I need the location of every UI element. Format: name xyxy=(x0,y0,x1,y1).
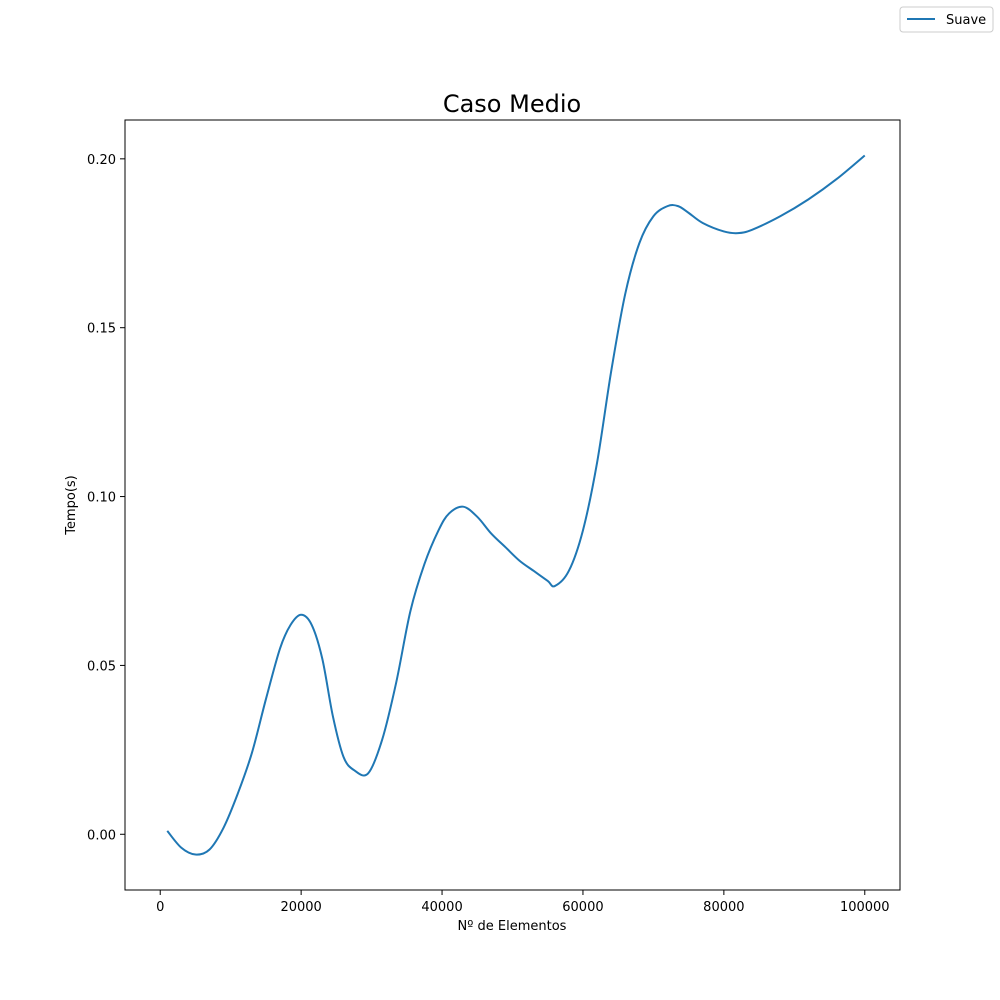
y-tick-label: 0.05 xyxy=(87,659,116,674)
y-tick-label: 0.10 xyxy=(87,491,116,506)
series-line-suave xyxy=(166,154,866,856)
x-tick-label: 60000 xyxy=(562,900,603,915)
legend-label: Suave xyxy=(946,13,986,28)
y-tick-label: 0.20 xyxy=(87,153,116,168)
x-tick-label: 80000 xyxy=(703,900,744,915)
x-axis-label: Nº de Elementos xyxy=(458,919,567,934)
series-layer xyxy=(166,154,866,856)
chart-title: Caso Medio xyxy=(443,90,581,118)
y-axis-ticks: 0.00 0.05 0.10 0.15 0.20 xyxy=(87,153,125,843)
x-tick-label: 100000 xyxy=(840,900,890,915)
x-tick-label: 0 xyxy=(156,900,164,915)
x-tick-label: 20000 xyxy=(280,900,321,915)
x-axis-ticks: 0 20000 40000 60000 80000 100000 xyxy=(156,890,890,915)
y-tick-label: 0.15 xyxy=(87,322,116,337)
legend: Suave xyxy=(899,6,994,33)
legend-box xyxy=(899,6,994,33)
y-tick-label: 0.00 xyxy=(87,828,116,843)
x-tick-label: 40000 xyxy=(421,900,462,915)
y-axis-label: Tempo(s) xyxy=(64,475,79,536)
plot-area-frame xyxy=(124,119,901,891)
